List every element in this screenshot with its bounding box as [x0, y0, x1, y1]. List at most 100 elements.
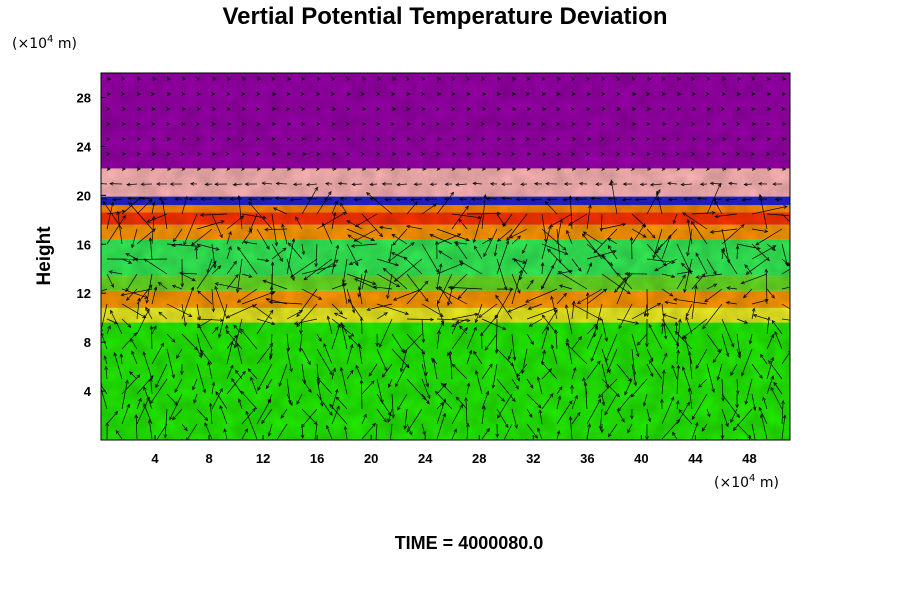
wind-vector-head [516, 289, 521, 294]
wind-vector-head [690, 220, 695, 225]
wind-vector-head [512, 356, 517, 361]
wind-vector-head [363, 413, 367, 418]
wind-vector-head [286, 137, 291, 141]
wind-vector-head [482, 152, 487, 156]
wind-vector [571, 301, 575, 320]
wind-vector-head [448, 350, 453, 355]
wind-vector-head [158, 197, 163, 201]
wind-vector-head [328, 411, 333, 416]
wind-vector-head [767, 107, 772, 111]
wind-vector [762, 397, 768, 410]
wind-vector [101, 332, 108, 350]
wind-vector-head [197, 316, 201, 321]
wind-vector-head [595, 182, 600, 186]
wind-vector-head [606, 368, 611, 374]
wind-vector-head [764, 268, 769, 273]
wind-vector-head [307, 360, 311, 366]
wind-vector-head [353, 197, 358, 202]
wind-vector-head [714, 200, 718, 205]
wind-vector [730, 408, 738, 423]
wind-vector [299, 333, 303, 352]
wind-vector-head [557, 395, 562, 400]
wind-vector-head [120, 292, 125, 297]
wind-vector [744, 264, 753, 275]
wind-vector-head [219, 234, 223, 239]
wind-vector-head [634, 321, 640, 325]
wind-vector-head [354, 262, 359, 267]
wind-vector [126, 183, 138, 186]
wind-vector [481, 363, 493, 380]
wind-vector-head [783, 205, 788, 209]
wind-vector [341, 324, 348, 335]
wind-vector-head [151, 137, 156, 141]
wind-vector-head [161, 200, 165, 205]
wind-vector [136, 396, 150, 425]
wind-vector [643, 393, 648, 407]
x-tick-label: 24 [418, 451, 433, 466]
wind-vector-head [369, 182, 374, 187]
wind-vector-head [106, 137, 111, 141]
wind-vector [144, 258, 168, 275]
wind-vector-head [153, 286, 158, 291]
wind-vector [366, 303, 393, 311]
wind-vector [631, 302, 661, 320]
wind-vector [648, 324, 663, 350]
wind-vector-head [616, 107, 622, 111]
wind-vector-head [184, 195, 188, 201]
wind-vector-head [301, 251, 306, 256]
wind-vector [158, 311, 168, 320]
wind-vector [354, 198, 363, 201]
wind-vector [388, 378, 393, 388]
wind-vector [550, 296, 558, 320]
wind-vector-head [762, 396, 766, 401]
wind-vector-head [394, 262, 400, 267]
wind-vector [295, 216, 303, 230]
wind-vector-head [147, 419, 152, 424]
wind-vector-head [346, 137, 351, 141]
wind-vector-head [495, 433, 500, 438]
wind-vector-head [511, 152, 516, 156]
wind-vector-head [468, 349, 473, 354]
wind-vector [484, 333, 498, 351]
wind-vector-head [167, 167, 172, 171]
wind-vector-head [316, 152, 321, 156]
wind-vector-head [730, 418, 734, 424]
wind-vector-head [556, 137, 561, 141]
wind-vector-head [760, 413, 764, 418]
wind-vector-head [403, 256, 408, 261]
wind-vector-head [549, 393, 554, 398]
wind-vector-head [426, 394, 431, 400]
wind-vector [466, 327, 477, 350]
wind-vector-head [150, 167, 156, 171]
wind-vector-head [406, 107, 411, 111]
wind-vector-head [527, 122, 532, 126]
wind-vector [136, 308, 150, 335]
wind-vector [101, 384, 108, 395]
plot-frame [100, 72, 791, 441]
wind-vector [241, 428, 248, 440]
wind-vector-head [333, 312, 339, 317]
wind-vector-head [632, 92, 637, 96]
wind-vector-head [804, 235, 807, 238]
wind-vector [631, 333, 639, 357]
wind-vector [616, 318, 639, 324]
wind-vector-head [771, 319, 776, 325]
wind-vector-head [501, 222, 506, 227]
wind-vector-head [196, 77, 201, 81]
wind-vector-head [359, 379, 364, 384]
wind-vector [121, 374, 141, 395]
wind-vector [766, 375, 774, 395]
wind-vector [451, 318, 468, 327]
wind-vector-head [247, 197, 252, 201]
wind-vector-head [438, 250, 443, 255]
wind-vector [583, 231, 603, 245]
wind-vector [200, 213, 228, 216]
wind-vector-head [335, 244, 340, 249]
wind-vector [451, 313, 478, 320]
wind-vector [151, 326, 153, 350]
wind-vector-head [265, 384, 270, 390]
wind-vector-head [140, 182, 145, 187]
wind-vector-head [736, 122, 741, 126]
wind-vector [697, 198, 708, 200]
wind-vector-head [516, 373, 521, 378]
